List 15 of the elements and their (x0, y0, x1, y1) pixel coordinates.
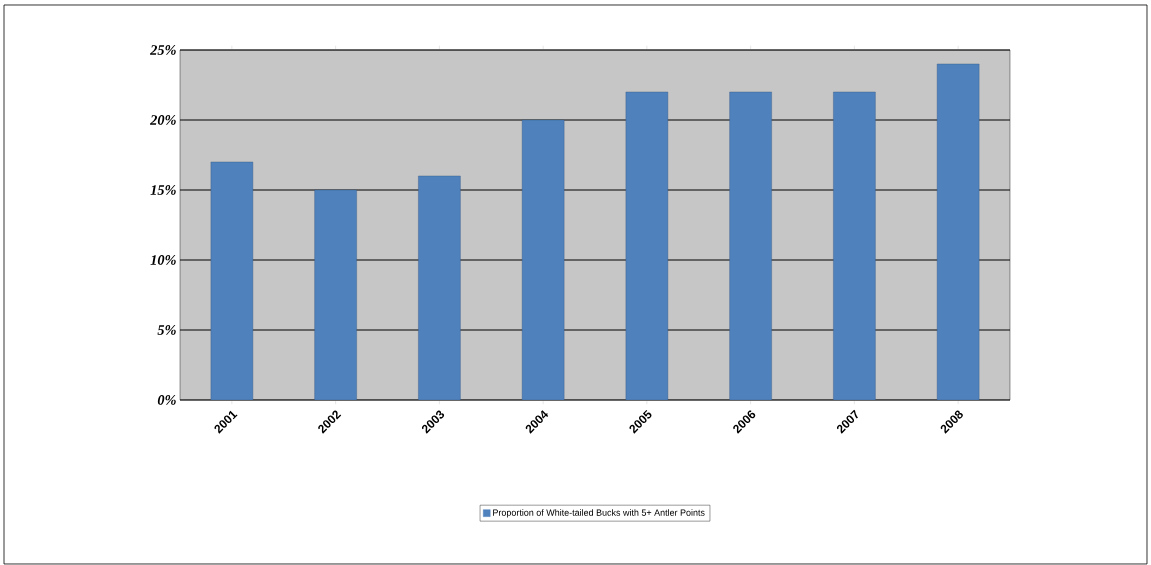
bar (418, 175, 461, 400)
bar (210, 161, 254, 400)
bar (936, 63, 980, 400)
y-tick-label: 5% (157, 325, 176, 335)
y-tick-label: 0% (157, 395, 176, 405)
bar (729, 91, 772, 400)
y-tick-label: 20% (150, 115, 176, 125)
bar (314, 189, 357, 400)
bar (521, 119, 565, 400)
y-tick-label: 25% (150, 45, 176, 55)
bar (625, 91, 669, 400)
y-tick-label: 10% (150, 255, 176, 265)
bar (833, 91, 876, 400)
legend-label: Proportion of White-tailed Bucks with 5+ Antler Points (493, 509, 705, 518)
y-tick-label: 15% (150, 185, 176, 195)
